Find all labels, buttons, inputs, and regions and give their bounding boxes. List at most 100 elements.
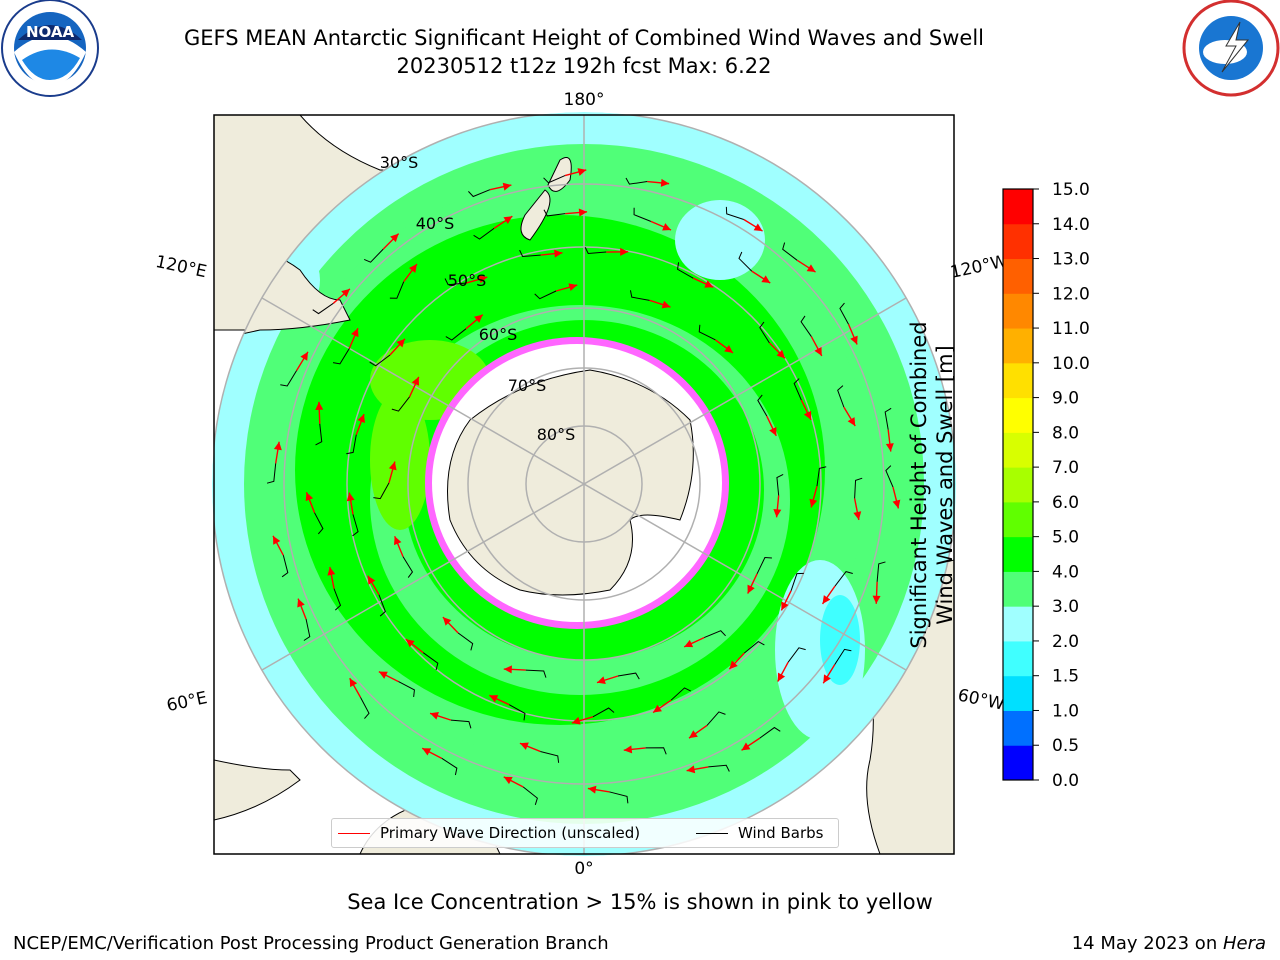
- colorbar-tick-label: 0.5: [1052, 736, 1079, 756]
- colorbar-swatch: [1003, 710, 1033, 746]
- wind-barb: [756, 556, 772, 574]
- wind-barb: [677, 262, 694, 279]
- wind-barb: [519, 249, 541, 257]
- wind-barb: [508, 704, 526, 721]
- wind-barb: [629, 290, 650, 301]
- wave-arrow-head: [394, 536, 402, 546]
- wave-arrow-head: [776, 349, 786, 359]
- wave-arrow-head: [892, 499, 901, 509]
- wind-barb: [303, 618, 311, 641]
- wave-arrow-head: [662, 223, 672, 231]
- wind-barb: [373, 482, 390, 500]
- footer-credit: NCEP/EMC/Verification Post Processing Pr…: [13, 933, 609, 954]
- wave-arrow-head: [689, 730, 698, 739]
- colorbar-swatch: [1003, 467, 1033, 503]
- nws-logo: [1182, 0, 1280, 97]
- wave-arrow-head: [578, 208, 588, 217]
- wind-barb: [422, 652, 439, 671]
- wind-barb: [314, 512, 324, 535]
- wind-barb: [332, 348, 350, 365]
- legend-item-wind-barbs: Wind Barbs: [696, 824, 823, 842]
- wind-barb: [346, 434, 357, 455]
- wind-barb: [837, 385, 845, 408]
- footer-date: 14 May 2023 on Hera: [1072, 933, 1266, 954]
- colorbar-swatch: [1003, 258, 1033, 294]
- wind-barb: [584, 247, 607, 255]
- colorbar-tick-label: 13.0: [1052, 250, 1090, 270]
- lat-label-50s: 50°S: [448, 271, 487, 290]
- wind-barb: [698, 324, 716, 341]
- lon-label-60e: 60°E: [165, 688, 209, 716]
- wind-barb: [378, 594, 386, 617]
- colorbar-tick-label: 14.0: [1052, 215, 1090, 235]
- wave-arrow-head: [390, 233, 399, 243]
- colorbar-swatch: [1003, 606, 1033, 642]
- wind-barb: [445, 328, 467, 341]
- graticule: [214, 115, 954, 854]
- wind-barb: [441, 757, 458, 776]
- wind-barb: [708, 764, 730, 772]
- wind-barb: [793, 378, 802, 401]
- wave-arrow-head: [503, 665, 512, 674]
- wave-arrow-head: [568, 283, 578, 292]
- wind-barb: [473, 227, 495, 240]
- wave-arrow-head: [781, 601, 789, 611]
- lon-label-0: 0°: [574, 859, 593, 879]
- legend-barb-swatch: [696, 833, 728, 834]
- wind-barb: [787, 647, 806, 663]
- wind-barb: [706, 711, 726, 726]
- wave-arrow-head: [502, 182, 512, 191]
- colorbar-tick-label: 7.0: [1052, 458, 1079, 478]
- colorbar-tick-label: 9.0: [1052, 389, 1079, 409]
- wave-arrow-head: [729, 660, 738, 670]
- wave-arrow-head: [661, 300, 671, 309]
- wind-barb: [884, 407, 892, 430]
- wind-barb: [885, 465, 894, 488]
- wave-arrow-head: [704, 280, 714, 288]
- colorbar-tick-label: 15.0: [1052, 180, 1090, 200]
- colorbar-tick-label: 2.0: [1052, 632, 1079, 652]
- wind-barb: [398, 681, 415, 697]
- wind-barb: [790, 572, 804, 591]
- wave-arrow-head: [305, 492, 314, 502]
- lat-label-80s: 80°S: [537, 425, 576, 444]
- wave-arrow-head: [853, 511, 862, 520]
- wave-arrow-head: [686, 765, 696, 774]
- legend-wave-label: Primary Wave Direction (unscaled): [380, 824, 641, 842]
- wave-arrow-head: [489, 695, 499, 703]
- wave-arrow-head: [422, 748, 432, 756]
- lat-label-40s: 40°S: [416, 214, 455, 233]
- lat-label-30s: 30°S: [380, 153, 419, 172]
- colorbar: 0.0 0.5 1.0 1.5 2.0 3.0 4.0 5.0 6.0 7.0 8.0 9.0 10.0…: [1002, 180, 1090, 791]
- wind-barbs: [266, 175, 894, 806]
- wind-barb: [444, 278, 467, 286]
- wave-arrow-head: [747, 584, 755, 594]
- wave-arrow-head: [809, 498, 818, 508]
- wind-barb: [534, 290, 557, 300]
- wave-arrow-head: [378, 671, 388, 679]
- wind-barb: [670, 687, 692, 701]
- colorbar-swatch: [1003, 397, 1033, 433]
- colorbar-tick-label: 3.0: [1052, 597, 1079, 617]
- wave-arrow-head: [773, 509, 782, 518]
- colorbar-label-line1: Significant Height of Combined: [907, 321, 931, 649]
- wave-arrow-head: [519, 742, 529, 750]
- wind-barb: [333, 588, 342, 611]
- colorbar-swatch: [1003, 536, 1033, 572]
- wave-arrow-head: [349, 678, 358, 688]
- wind-barb: [839, 302, 849, 325]
- wave-arrow-head: [587, 785, 597, 794]
- wind-barb: [352, 514, 359, 537]
- chart-subtitle: 20230512 t12z 192h fcst Max: 6.22: [396, 54, 772, 78]
- wind-barb: [540, 750, 560, 763]
- wave-arrow-head: [474, 314, 483, 323]
- lon-label-180: 180°: [564, 90, 605, 110]
- wave-arrow-head: [577, 168, 587, 176]
- colorbar-frame: [1002, 188, 1034, 781]
- wind-barb: [759, 321, 770, 344]
- wave-arrow-head: [408, 264, 417, 273]
- wind-barb: [543, 209, 566, 217]
- colorbar-tick-label: 5.0: [1052, 528, 1079, 548]
- wind-barb: [800, 315, 812, 337]
